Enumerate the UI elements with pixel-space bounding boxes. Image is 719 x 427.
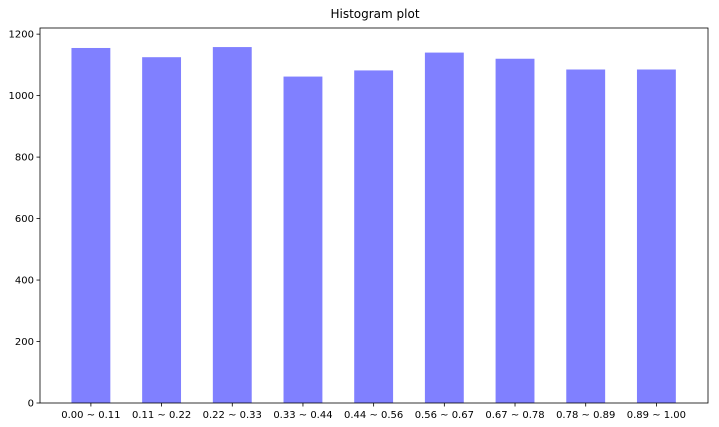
x-tick-label-1: 0.11 ~ 0.22 [132,410,191,421]
x-ticks: 0.00 ~ 0.11 0.11 ~ 0.22 0.22 ~ 0.33 0.33 ~ … [61,403,686,421]
bar-0 [71,47,111,403]
y-tick-label-2: 400 [15,276,34,287]
bar-2 [212,47,252,404]
y-tick-label-4: 800 [15,153,34,164]
chart-title: Histogram plot [330,7,419,21]
bars-layer [71,47,676,404]
bar-4 [354,70,394,404]
bar-8 [636,69,676,403]
x-tick-label-0: 0.00 ~ 0.11 [61,410,120,421]
x-tick-label-4: 0.44 ~ 0.56 [344,410,403,421]
x-tick-label-8: 0.89 ~ 1.00 [627,410,686,421]
y-tick-label-0: 0 [28,399,34,410]
x-tick-label-7: 0.78 ~ 0.89 [556,410,615,421]
x-tick-label-6: 0.67 ~ 0.78 [485,410,544,421]
bar-1 [142,57,182,403]
bar-6 [495,58,535,404]
bar-3 [283,76,323,403]
x-tick-label-2: 0.22 ~ 0.33 [203,410,262,421]
bar-7 [566,69,606,403]
y-ticks: 0 200 400 600 800 1000 1200 [9,30,40,410]
x-tick-label-3: 0.33 ~ 0.44 [273,410,332,421]
y-tick-label-3: 600 [15,214,34,225]
y-tick-label-1: 200 [15,337,34,348]
y-tick-label-6: 1200 [9,30,34,41]
x-tick-label-5: 0.56 ~ 0.67 [415,410,474,421]
bar-5 [424,52,464,404]
y-tick-label-5: 1000 [9,91,34,102]
